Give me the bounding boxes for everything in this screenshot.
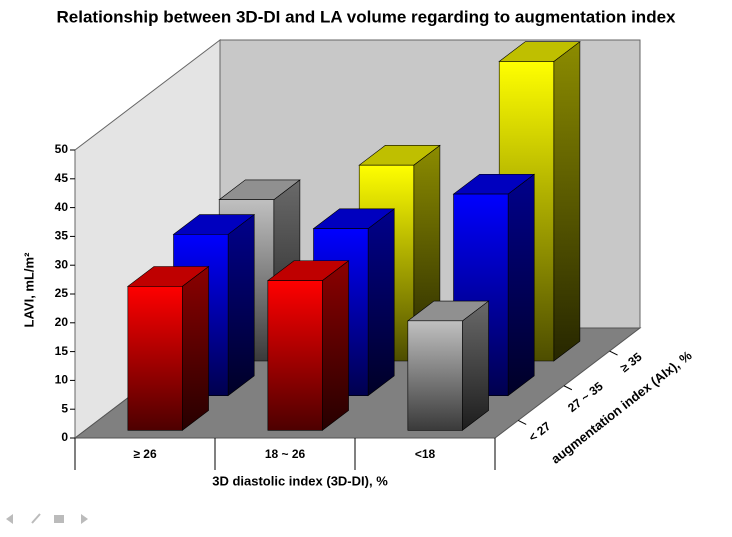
- y-tick-label: 50: [55, 142, 69, 156]
- bar-front: [127, 285, 183, 431]
- bar-side: [322, 260, 349, 431]
- bar-side: [367, 208, 395, 397]
- nav-pen[interactable]: [31, 513, 41, 524]
- x-tick-label: ≥ 26: [133, 447, 157, 461]
- y-tick-label: 25: [55, 286, 69, 300]
- y-tick-label: 0: [61, 430, 68, 444]
- bar-side: [182, 265, 209, 431]
- z-tick: [563, 385, 573, 391]
- nav-icons[interactable]: [6, 513, 88, 524]
- chart-title: Relationship between 3D-DI and LA volume…: [57, 7, 677, 26]
- y-tick-label: 5: [61, 401, 68, 415]
- bar-front: [267, 280, 323, 431]
- bar-side: [507, 173, 535, 397]
- bar: [126, 265, 210, 431]
- y-tick-label: 10: [55, 373, 69, 387]
- bar-front: [407, 320, 463, 431]
- bar: [406, 300, 490, 431]
- y-tick-label: 30: [55, 257, 69, 271]
- z-tick: [609, 350, 618, 356]
- y-tick-label: 20: [55, 315, 69, 329]
- bar-side: [553, 41, 581, 362]
- nav-prev[interactable]: [6, 514, 13, 524]
- z-tick: [517, 419, 527, 425]
- bar-side: [462, 300, 489, 431]
- z-tick-label: ≥ 35: [618, 350, 645, 376]
- bar: [266, 260, 350, 431]
- x-tick-label: 18 ~ 26: [265, 447, 306, 461]
- y-tick-label: 15: [55, 344, 69, 358]
- y-tick-label: 35: [55, 229, 69, 243]
- nav-next[interactable]: [81, 514, 88, 524]
- x-axis-title: 3D diastolic index (3D-DI), %: [212, 473, 388, 488]
- z-tick-label: 27 ~ 35: [565, 379, 606, 415]
- bar-side: [227, 213, 255, 397]
- y-tick-label: 45: [55, 171, 69, 185]
- y-axis-title: LAVI, mL/m²: [21, 252, 36, 328]
- x-tick-label: <18: [415, 447, 436, 461]
- y-tick-label: 40: [55, 200, 69, 214]
- nav-menu[interactable]: [54, 515, 64, 523]
- z-tick-label: < 27: [526, 419, 554, 445]
